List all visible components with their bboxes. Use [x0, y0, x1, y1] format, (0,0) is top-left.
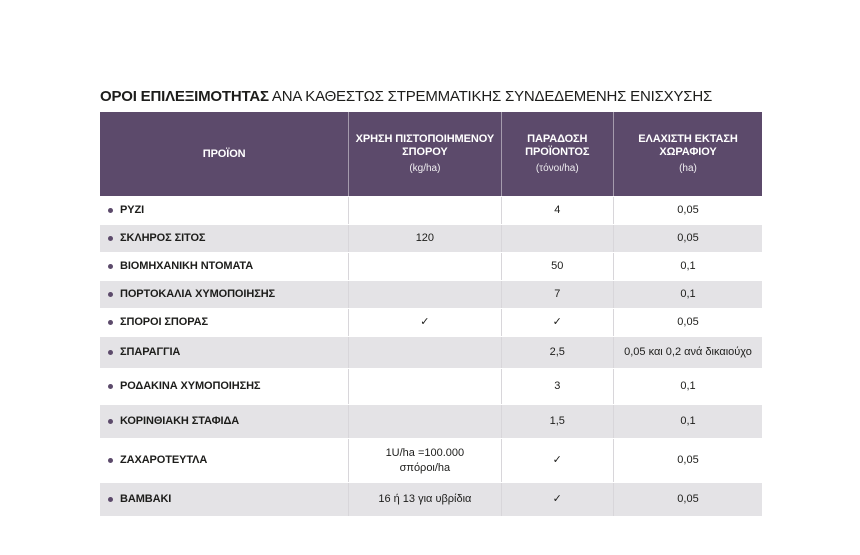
cell-seed: 16 ή 13 για υβρίδια: [348, 483, 500, 516]
cell-seed: 120: [348, 225, 500, 252]
eligibility-table: ΠΡΟΪΟΝ ΧΡΗΣΗ ΠΙΣΤΟΠΟΙΗΜΕΝΟΥ ΣΠΟΡΟΥ (kg/ha)…: [100, 112, 762, 516]
cell-product: ΣΠΟΡΟΙ ΣΠΟΡΑΣ: [100, 309, 348, 336]
header-col-delivery: ΠΑΡΑΔΟΣΗ ΠΡΟΪΟΝΤΟΣ (τόνοι/ha): [500, 112, 614, 196]
bullet-icon: [108, 384, 113, 389]
product-name: ΒΑΜΒΑΚΙ: [120, 493, 172, 506]
cell-area: 0,05: [613, 309, 762, 336]
table-row: ΚΟΡΙΝΘΙΑΚΗ ΣΤΑΦΙΔΑ 1,5 0,1: [100, 404, 762, 438]
header-unit-delivery: (τόνοι/ha): [535, 163, 579, 174]
cell-area: 0,1: [613, 369, 762, 404]
product-name: ΡΥΖΙ: [120, 204, 145, 217]
table-row: ΒΙΟΜΗΧΑΝΙΚΗ ΝΤΟΜΑΤΑ 50 0,1: [100, 252, 762, 280]
table-header-row: ΠΡΟΪΟΝ ΧΡΗΣΗ ΠΙΣΤΟΠΟΙΗΜΕΝΟΥ ΣΠΟΡΟΥ (kg/ha)…: [100, 112, 762, 196]
cell-seed: [348, 281, 500, 308]
cell-product: ΣΠΑΡΑΓΓΙΑ: [100, 337, 348, 368]
bullet-icon: [108, 208, 113, 213]
cell-seed: [348, 197, 500, 224]
cell-delivery: 50: [500, 253, 614, 280]
cell-delivery: 1,5: [500, 405, 614, 438]
cell-delivery: [500, 225, 614, 252]
product-name: ΖΑΧΑΡΟΤΕΥΤΛΑ: [120, 454, 208, 467]
cell-product: ΖΑΧΑΡΟΤΕΥΤΛΑ: [100, 439, 348, 482]
cell-product: ΚΟΡΙΝΘΙΑΚΗ ΣΤΑΦΙΔΑ: [100, 405, 348, 438]
product-name: ΣΠΑΡΑΓΓΙΑ: [120, 346, 181, 359]
table-row: ΠΟΡΤΟΚΑΛΙΑ ΧΥΜΟΠΟΙΗΣΗΣ 7 0,1: [100, 280, 762, 308]
bullet-icon: [108, 264, 113, 269]
cell-seed: [348, 369, 500, 404]
table-row: ΡΟΔΑΚΙΝΑ ΧΥΜΟΠΟΙΗΣΗΣ 3 0,1: [100, 368, 762, 404]
table-body: ΡΥΖΙ 4 0,05 ΣΚΛΗΡΟΣ ΣΙΤΟΣ 120 0,05 ΒΙΟΜΗΧΑΝΙΚΗ…: [100, 196, 762, 516]
bullet-icon: [108, 320, 113, 325]
cell-product: ΠΟΡΤΟΚΑΛΙΑ ΧΥΜΟΠΟΙΗΣΗΣ: [100, 281, 348, 308]
table-row: ΖΑΧΑΡΟΤΕΥΤΛΑ 1U/ha =100.000 σπόροι/ha ✓ 0,0…: [100, 438, 762, 482]
header-unit-area: (ha): [679, 163, 697, 174]
header-col-seed: ΧΡΗΣΗ ΠΙΣΤΟΠΟΙΗΜΕΝΟΥ ΣΠΟΡΟΥ (kg/ha): [348, 112, 500, 196]
bullet-icon: [108, 458, 113, 463]
table-row: ΣΠΑΡΑΓΓΙΑ 2,5 0,05 και 0,2 ανά δικαιούχο: [100, 336, 762, 368]
table-row: ΣΠΟΡΟΙ ΣΠΟΡΑΣ ✓ ✓ 0,05: [100, 308, 762, 336]
cell-product: ΣΚΛΗΡΟΣ ΣΙΤΟΣ: [100, 225, 348, 252]
page-title: ΟΡΟΙ ΕΠΙΛΕΞΙΜΟΤΗΤΑΣ ΑΝΑ ΚΑΘΕΣΤΩΣ ΣΤΡΕΜΜΑ…: [100, 88, 712, 105]
cell-area: 0,05: [613, 225, 762, 252]
cell-seed: ✓: [348, 309, 500, 336]
bullet-icon: [108, 236, 113, 241]
cell-area: 0,05: [613, 483, 762, 516]
cell-seed: 1U/ha =100.000 σπόροι/ha: [348, 439, 500, 482]
cell-seed: [348, 337, 500, 368]
header-label-product: ΠΡΟΪΟΝ: [202, 147, 246, 160]
bullet-icon: [108, 292, 113, 297]
product-name: ΠΟΡΤΟΚΑΛΙΑ ΧΥΜΟΠΟΙΗΣΗΣ: [120, 288, 276, 301]
title-rest: ΑΝΑ ΚΑΘΕΣΤΩΣ ΣΤΡΕΜΜΑΤΙΚΗΣ ΣΥΝΔΕΔΕΜΕΝΗΣ Ε…: [268, 88, 713, 105]
title-emphasis: ΟΡΟΙ ΕΠΙΛΕΞΙΜΟΤΗΤΑΣ: [100, 88, 269, 105]
cell-delivery: ✓: [500, 309, 614, 336]
cell-delivery: ✓: [500, 439, 614, 482]
product-name: ΣΚΛΗΡΟΣ ΣΙΤΟΣ: [120, 232, 206, 245]
product-name: ΡΟΔΑΚΙΝΑ ΧΥΜΟΠΟΙΗΣΗΣ: [120, 380, 261, 393]
cell-delivery: 2,5: [500, 337, 614, 368]
cell-area: 0,05: [613, 197, 762, 224]
table-row: ΣΚΛΗΡΟΣ ΣΙΤΟΣ 120 0,05: [100, 224, 762, 252]
table-row: ΒΑΜΒΑΚΙ 16 ή 13 για υβρίδια ✓ 0,05: [100, 482, 762, 516]
cell-area: 0,1: [613, 253, 762, 280]
cell-seed: [348, 405, 500, 438]
header-col-product: ΠΡΟΪΟΝ: [100, 112, 348, 196]
cell-area: 0,1: [613, 281, 762, 308]
bullet-icon: [108, 350, 113, 355]
cell-area: 0,05: [613, 439, 762, 482]
cell-product: ΒΙΟΜΗΧΑΝΙΚΗ ΝΤΟΜΑΤΑ: [100, 253, 348, 280]
table-row: ΡΥΖΙ 4 0,05: [100, 196, 762, 224]
header-label-seed: ΧΡΗΣΗ ΠΙΣΤΟΠΟΙΗΜΕΝΟΥ ΣΠΟΡΟΥ: [355, 133, 495, 158]
product-name: ΒΙΟΜΗΧΑΝΙΚΗ ΝΤΟΜΑΤΑ: [120, 260, 254, 273]
cell-seed: [348, 253, 500, 280]
cell-product: ΒΑΜΒΑΚΙ: [100, 483, 348, 516]
header-label-area: ΕΛΑΧΙΣΤΗ ΕΚΤΑΣΗ ΧΩΡΑΦΙΟΥ: [638, 133, 738, 158]
header-col-area: ΕΛΑΧΙΣΤΗ ΕΚΤΑΣΗ ΧΩΡΑΦΙΟΥ (ha): [613, 112, 762, 196]
cell-delivery: 4: [500, 197, 614, 224]
cell-delivery: ✓: [500, 483, 614, 516]
header-label-delivery: ΠΑΡΑΔΟΣΗ ΠΡΟΪΟΝΤΟΣ: [525, 133, 590, 158]
cell-area: 0,05 και 0,2 ανά δικαιούχο: [613, 337, 762, 368]
cell-delivery: 7: [500, 281, 614, 308]
product-name: ΚΟΡΙΝΘΙΑΚΗ ΣΤΑΦΙΔΑ: [120, 415, 240, 428]
cell-product: ΡΟΔΑΚΙΝΑ ΧΥΜΟΠΟΙΗΣΗΣ: [100, 369, 348, 404]
bullet-icon: [108, 419, 113, 424]
cell-delivery: 3: [500, 369, 614, 404]
cell-product: ΡΥΖΙ: [100, 197, 348, 224]
product-name: ΣΠΟΡΟΙ ΣΠΟΡΑΣ: [120, 316, 208, 329]
bullet-icon: [108, 497, 113, 502]
cell-area: 0,1: [613, 405, 762, 438]
header-unit-seed: (kg/ha): [409, 163, 441, 174]
